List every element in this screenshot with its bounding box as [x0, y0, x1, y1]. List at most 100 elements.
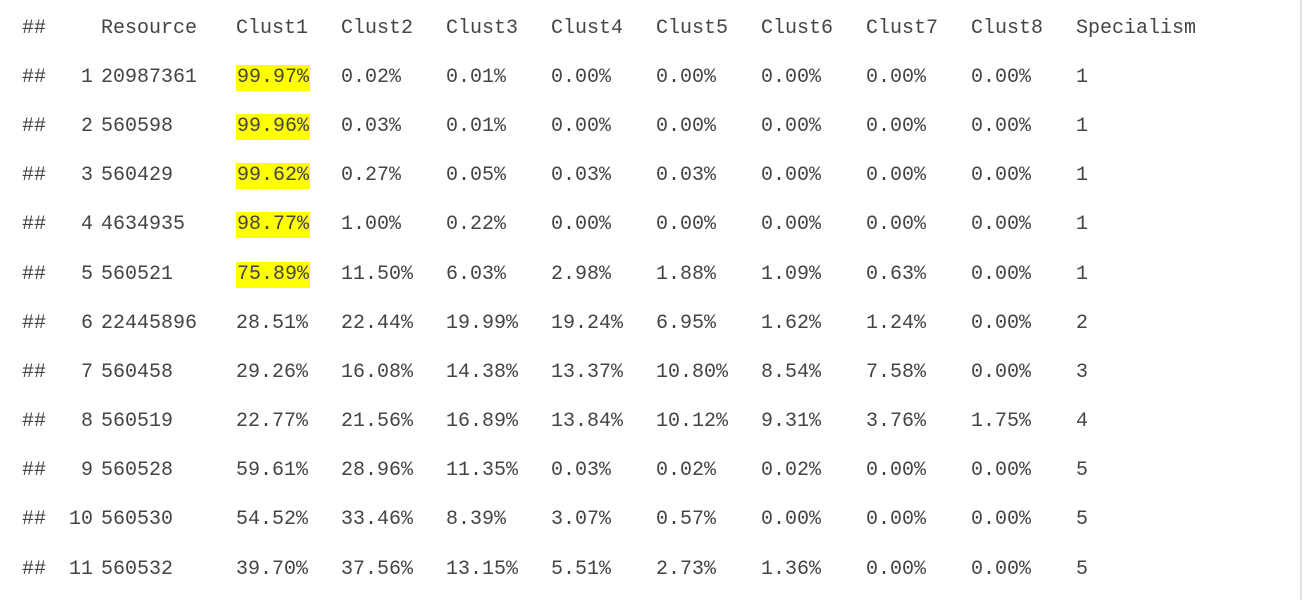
table-cell-clust5: 2.73% — [656, 557, 717, 581]
table-cell-clust5: 0.00% — [656, 65, 717, 89]
table-cell-clust6: 1.36% — [761, 557, 822, 581]
row-index: 6 — [80, 311, 93, 335]
row-index: 10 — [68, 508, 93, 532]
table-cell-clust2: 21.56% — [341, 410, 414, 434]
table-cell-resource: 560532 — [101, 557, 174, 581]
table-cell-clust4: 13.84% — [551, 410, 624, 434]
table-cell-specialism: 4 — [1076, 410, 1089, 434]
table-cell-clust8: 0.00% — [971, 65, 1032, 89]
table-cell-clust6: 1.62% — [761, 311, 822, 335]
table-cell-clust1: 54.52% — [236, 508, 309, 532]
table-cell-clust7: 0.00% — [866, 213, 927, 237]
row-index: 4 — [80, 213, 93, 237]
column-header-clust7: Clust7 — [866, 16, 939, 40]
table-cell-clust2: 0.27% — [341, 164, 402, 188]
table-cell-clust6: 0.00% — [761, 213, 822, 237]
table-cell-clust2: 1.00% — [341, 213, 402, 237]
column-header-specialism: Specialism — [1076, 16, 1197, 40]
table-cell-clust3: 8.39% — [446, 508, 507, 532]
comment-prefix: ## — [22, 311, 47, 335]
table-cell-clust6: 1.09% — [761, 262, 822, 286]
table-cell-clust6: 8.54% — [761, 360, 822, 384]
table-cell-resource: 560458 — [101, 360, 174, 384]
table-cell-specialism: 5 — [1076, 459, 1089, 483]
table-cell-clust6: 0.00% — [761, 164, 822, 188]
table-cell-clust8: 0.00% — [971, 557, 1032, 581]
row-index: 1 — [80, 65, 93, 89]
table-cell-resource: 560598 — [101, 114, 174, 138]
table-cell-clust1: 29.26% — [236, 360, 309, 384]
table-cell-clust7: 0.63% — [866, 262, 927, 286]
table-cell-clust5: 6.95% — [656, 311, 717, 335]
data-frame-output: ## Resource Clust1 Clust2 Clust3 Clust4 Clust5… — [22, 4, 1246, 594]
highlighted-cell-clust1: 99.96% — [236, 113, 311, 140]
table-cell-clust6: 0.00% — [761, 114, 822, 138]
table-cell-clust6: 0.00% — [761, 65, 822, 89]
table-cell-clust2: 28.96% — [341, 459, 414, 483]
row-index: 9 — [80, 459, 93, 483]
table-cell-clust5: 0.57% — [656, 508, 717, 532]
table-cell-resource: 560530 — [101, 508, 174, 532]
table-cell-clust6: 0.02% — [761, 459, 822, 483]
table-cell-resource: 560519 — [101, 410, 174, 434]
table-cell-clust5: 10.80% — [656, 360, 729, 384]
table-cell-clust4: 0.00% — [551, 213, 612, 237]
table-cell-clust6: 9.31% — [761, 410, 822, 434]
comment-prefix: ## — [22, 557, 47, 581]
row-index: 5 — [80, 262, 93, 286]
comment-prefix: ## — [22, 360, 47, 384]
table-cell-specialism: 1 — [1076, 114, 1089, 138]
table-cell-clust7: 0.00% — [866, 508, 927, 532]
comment-prefix: ## — [22, 459, 47, 483]
table-cell-clust8: 1.75% — [971, 410, 1032, 434]
column-header-clust2: Clust2 — [341, 16, 414, 40]
table-cell-clust3: 11.35% — [446, 459, 519, 483]
table-cell-clust8: 0.00% — [971, 459, 1032, 483]
row-index: 2 — [80, 114, 93, 138]
comment-prefix: ## — [22, 114, 47, 138]
table-cell-clust8: 0.00% — [971, 508, 1032, 532]
table-cell-clust4: 19.24% — [551, 311, 624, 335]
table-cell-specialism: 1 — [1076, 65, 1089, 89]
table-cell-clust3: 0.01% — [446, 65, 507, 89]
table-cell-clust1: 39.70% — [236, 557, 309, 581]
table-cell-clust2: 0.02% — [341, 65, 402, 89]
table-cell-clust2: 16.08% — [341, 360, 414, 384]
table-cell-clust2: 11.50% — [341, 262, 414, 286]
table-cell-clust3: 6.03% — [446, 262, 507, 286]
table-cell-clust1: 28.51% — [236, 311, 309, 335]
table-cell-clust3: 19.99% — [446, 311, 519, 335]
table-cell-clust7: 0.00% — [866, 459, 927, 483]
table-cell-clust5: 0.02% — [656, 459, 717, 483]
table-cell-clust2: 22.44% — [341, 311, 414, 335]
row-index: 3 — [80, 164, 93, 188]
table-cell-clust1: 22.77% — [236, 410, 309, 434]
column-header-clust4: Clust4 — [551, 16, 624, 40]
highlighted-cell-clust1: 75.89% — [236, 261, 311, 288]
column-header-clust6: Clust6 — [761, 16, 834, 40]
row-index: 11 — [68, 557, 93, 581]
highlighted-cell-clust1: 99.97% — [236, 64, 311, 91]
table-cell-clust7: 0.00% — [866, 164, 927, 188]
table-cell-clust5: 10.12% — [656, 410, 729, 434]
row-index: 7 — [80, 360, 93, 384]
table-cell-resource: 560528 — [101, 459, 174, 483]
table-cell-clust8: 0.00% — [971, 114, 1032, 138]
column-header-clust3: Clust3 — [446, 16, 519, 40]
table-cell-specialism: 3 — [1076, 360, 1089, 384]
column-header-clust1: Clust1 — [236, 16, 309, 40]
table-cell-clust5: 0.00% — [656, 213, 717, 237]
table-cell-clust5: 0.03% — [656, 164, 717, 188]
table-cell-specialism: 1 — [1076, 213, 1089, 237]
table-cell-resource: 560429 — [101, 164, 174, 188]
table-cell-resource: 20987361 — [101, 65, 198, 89]
highlighted-cell-clust1: 99.62% — [236, 163, 311, 190]
column-header-clust8: Clust8 — [971, 16, 1044, 40]
table-cell-clust2: 33.46% — [341, 508, 414, 532]
table-cell-specialism: 2 — [1076, 311, 1089, 335]
table-cell-clust5: 0.00% — [656, 114, 717, 138]
comment-prefix: ## — [22, 410, 47, 434]
table-cell-clust2: 37.56% — [341, 557, 414, 581]
table-cell-specialism: 1 — [1076, 164, 1089, 188]
